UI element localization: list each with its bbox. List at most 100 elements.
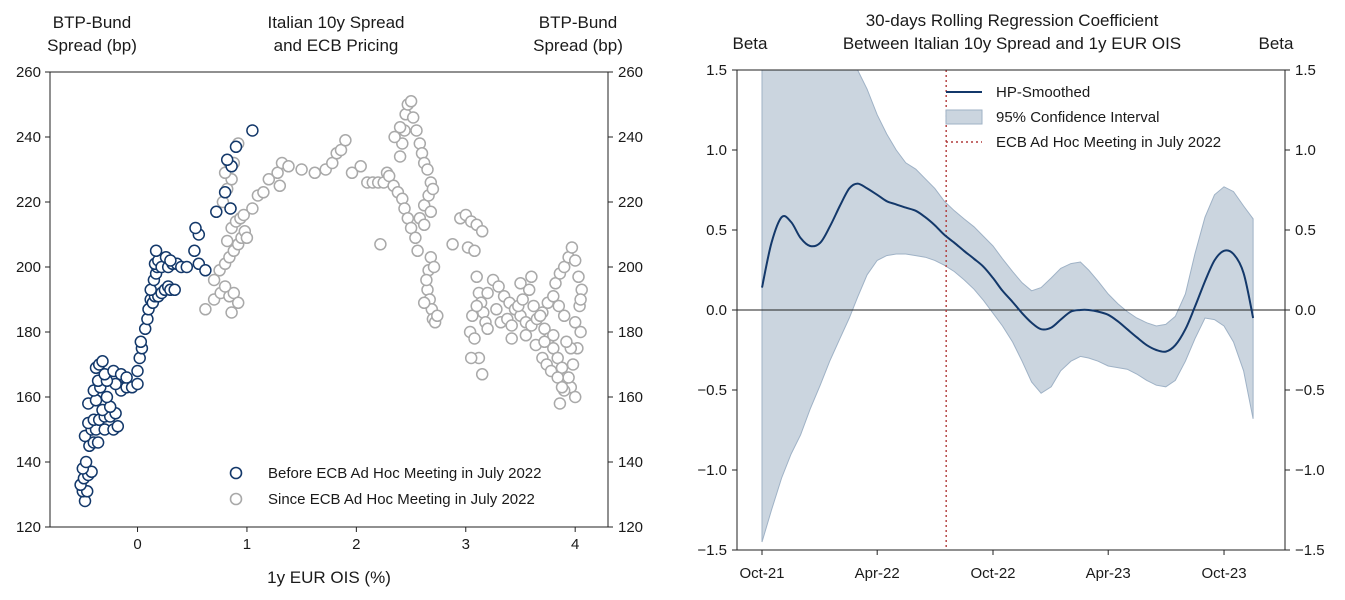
point-since bbox=[464, 351, 478, 365]
point-since bbox=[470, 299, 483, 313]
point-since bbox=[553, 397, 567, 410]
point-since bbox=[566, 358, 580, 371]
beta-ytick-label-left: 0.5 bbox=[706, 222, 727, 239]
date-xtick-label: Oct-21 bbox=[739, 565, 784, 582]
point-since bbox=[426, 182, 440, 196]
point-since bbox=[538, 335, 551, 349]
point-since bbox=[240, 231, 254, 245]
right-chart-right-ylabel: Beta bbox=[1259, 34, 1295, 53]
beta-ytick-label-right: 1.0 bbox=[1295, 142, 1316, 159]
point-since bbox=[406, 111, 420, 124]
hp-smoothed-line bbox=[761, 182, 1255, 353]
point-since bbox=[565, 241, 579, 254]
right-ytick-label: 260 bbox=[618, 64, 643, 81]
point-before bbox=[79, 455, 93, 469]
point-before bbox=[131, 377, 144, 391]
point-since bbox=[475, 368, 489, 381]
confidence-interval-band bbox=[761, 70, 1254, 543]
point-since bbox=[547, 290, 560, 303]
left-xtick-label: 1 bbox=[243, 536, 251, 553]
left-ylabel-line1: BTP-Bund bbox=[53, 13, 131, 32]
point-since bbox=[257, 186, 270, 199]
point-since bbox=[354, 160, 367, 173]
point-since bbox=[231, 296, 245, 310]
point-since bbox=[393, 121, 407, 134]
left-x-axis: 0 1 2 3 4 bbox=[133, 527, 579, 553]
series-before-points bbox=[74, 124, 259, 508]
point-since bbox=[393, 150, 407, 163]
point-before bbox=[91, 436, 105, 449]
point-before bbox=[218, 186, 232, 199]
point-before bbox=[188, 244, 201, 258]
right-chart-title-line1: 30-days Rolling Regression Coefficient bbox=[866, 11, 1159, 30]
point-before bbox=[210, 205, 223, 219]
point-since bbox=[560, 335, 573, 349]
point-since bbox=[218, 280, 232, 293]
right-ytick-label: 120 bbox=[618, 519, 643, 536]
left-ytick-label: 160 bbox=[16, 389, 41, 406]
left-ytick-label: 200 bbox=[16, 259, 41, 276]
point-since bbox=[417, 296, 431, 310]
left-ytick-label: 180 bbox=[16, 324, 41, 341]
point-since bbox=[446, 238, 459, 251]
beta-ytick-label-left: 1.0 bbox=[706, 142, 727, 159]
left-xtick-label: 0 bbox=[133, 536, 141, 553]
point-before bbox=[96, 355, 109, 368]
right-ytick-label: 160 bbox=[618, 389, 643, 406]
left-xtick-label: 3 bbox=[462, 536, 470, 553]
point-since bbox=[417, 218, 431, 232]
date-xtick-label: Apr-23 bbox=[1086, 565, 1131, 582]
point-since bbox=[481, 286, 494, 300]
point-since bbox=[282, 160, 295, 173]
left-ytick-label: 260 bbox=[16, 64, 41, 81]
point-before bbox=[220, 153, 234, 167]
point-since bbox=[481, 322, 494, 336]
left-plot-frame bbox=[49, 71, 609, 528]
point-since bbox=[262, 173, 276, 186]
point-since bbox=[468, 244, 481, 258]
point-before bbox=[100, 390, 114, 404]
left-chart-title-line2: and ECB Pricing bbox=[274, 36, 399, 55]
point-since bbox=[411, 244, 424, 258]
beta-ytick-label-right: 0.0 bbox=[1295, 302, 1316, 319]
left-ytick-label: 120 bbox=[16, 519, 41, 536]
point-since bbox=[220, 234, 234, 248]
point-before bbox=[120, 371, 133, 384]
right-chart: 30-days Rolling Regression Coefficient B… bbox=[697, 11, 1324, 582]
point-since bbox=[388, 130, 401, 144]
point-since bbox=[505, 332, 518, 345]
left-x-axis-label: 1y EUR OIS (%) bbox=[267, 568, 391, 587]
legend-ecb-meeting-label: ECB Ad Hoc Meeting in July 2022 bbox=[996, 134, 1221, 151]
legend-marker-before bbox=[229, 466, 243, 480]
legend-hp-smoothed-label: HP-Smoothed bbox=[996, 84, 1090, 101]
right-chart-x-axis: Oct-21 Apr-22 Oct-22 Apr-23 Oct-23 bbox=[739, 550, 1247, 582]
left-legend: Before ECB Ad Hoc Meeting in July 2022 S… bbox=[229, 465, 542, 508]
point-since bbox=[431, 309, 444, 323]
point-since bbox=[295, 163, 308, 176]
point-before bbox=[168, 283, 181, 297]
point-since bbox=[562, 371, 575, 384]
point-since bbox=[409, 231, 422, 245]
point-since bbox=[574, 325, 587, 339]
left-xtick-label: 2 bbox=[352, 536, 360, 553]
beta-ytick-label-left: 0.0 bbox=[706, 302, 727, 319]
beta-ytick-label-right: 1.5 bbox=[1295, 62, 1316, 79]
point-since bbox=[505, 319, 518, 332]
right-ytick-label: 200 bbox=[618, 259, 643, 276]
point-since bbox=[492, 280, 505, 293]
point-since bbox=[199, 303, 212, 316]
point-since bbox=[557, 309, 571, 323]
point-since bbox=[568, 390, 582, 404]
right-chart-left-ylabel: Beta bbox=[733, 34, 769, 53]
legend-label-before: Before ECB Ad Hoc Meeting in July 2022 bbox=[268, 465, 542, 482]
date-xtick-label: Oct-23 bbox=[1202, 565, 1247, 582]
point-since bbox=[522, 283, 536, 297]
point-since bbox=[568, 254, 582, 267]
right-chart-title-line2: Between Italian 10y Spread and 1y EUR OI… bbox=[843, 34, 1181, 53]
legend-ci-swatch bbox=[945, 109, 983, 125]
left-ytick-label: 220 bbox=[16, 194, 41, 211]
right-ytick-label: 240 bbox=[618, 129, 643, 146]
point-since bbox=[246, 202, 259, 215]
point-since bbox=[404, 95, 418, 108]
